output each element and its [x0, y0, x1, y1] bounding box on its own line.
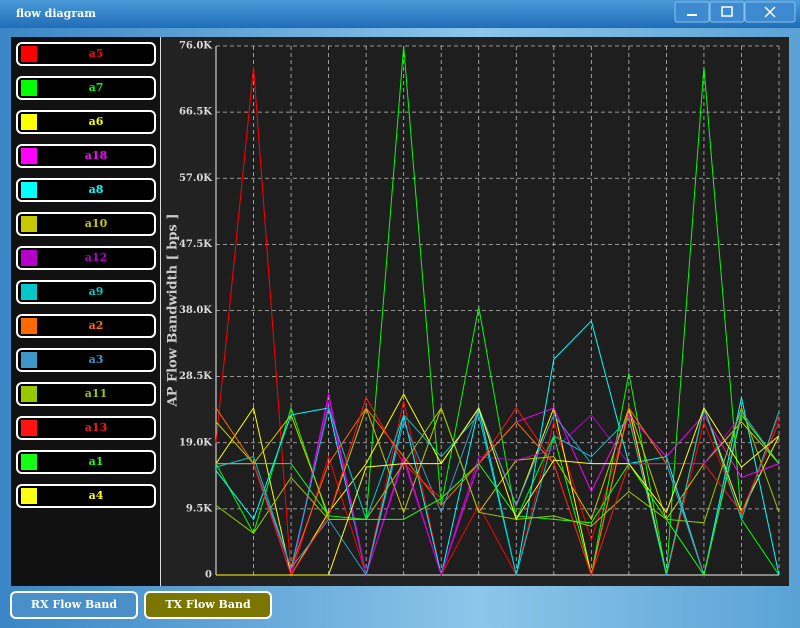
series-line — [216, 406, 780, 576]
y-tick-label: 9.5K — [186, 503, 212, 514]
legend-item — [16, 382, 156, 406]
legend-swatch — [21, 250, 37, 266]
legend-label: a2 — [89, 319, 104, 332]
legend-item — [16, 314, 156, 338]
series-line — [215, 319, 780, 577]
legend-label: a18 — [85, 149, 108, 162]
minimize-button[interactable] — [674, 1, 710, 23]
y-axis-label: AP Flow Bandwidth [ bps ] — [166, 214, 181, 408]
legend-swatch — [21, 284, 37, 300]
y-tick-label: 28.5K — [179, 371, 212, 382]
series-line — [216, 396, 780, 577]
legend-item — [16, 246, 156, 270]
legend-swatch — [21, 46, 37, 62]
series-line — [215, 406, 780, 534]
window-controls[interactable] — [674, 1, 796, 23]
y-tick-label: 47.5K — [179, 239, 212, 250]
legend-label: a4 — [89, 489, 104, 502]
y-tick-label: 0 — [205, 570, 212, 581]
legend-item — [16, 178, 156, 202]
legend-item — [16, 416, 156, 440]
legend-item — [16, 76, 156, 100]
series-line — [215, 45, 780, 576]
legend-item — [16, 110, 156, 134]
legend-label: a13 — [85, 421, 107, 434]
tab-button[interactable] — [144, 591, 272, 619]
legend-item — [16, 212, 156, 236]
maximize-button[interactable] — [709, 1, 745, 23]
legend-item — [16, 144, 156, 168]
title-bar — [0, 0, 800, 28]
legend-swatch — [21, 420, 37, 436]
legend-label: a6 — [89, 115, 104, 128]
legend-item — [16, 348, 156, 372]
legend-label: a1 — [89, 455, 104, 468]
legend-label: a3 — [89, 353, 104, 366]
legend-item — [16, 450, 156, 474]
legend-swatch — [21, 352, 37, 368]
tab-button-label[interactable]: TX Flow Band — [165, 598, 251, 611]
y-tick-label: 66.5K — [179, 107, 212, 118]
y-tick-label: 57.0K — [179, 173, 212, 184]
legend-swatch — [21, 80, 37, 96]
legend-swatch — [21, 386, 37, 402]
y-tick-label: 19.0K — [179, 437, 212, 448]
maximize-icon — [721, 6, 733, 17]
legend-label: a9 — [89, 285, 104, 298]
legend-item — [16, 42, 156, 66]
y-tick-label: 76.0K — [179, 41, 212, 52]
close-icon — [764, 6, 776, 18]
legend-label: a11 — [85, 387, 107, 400]
legend-item — [16, 484, 156, 508]
legend-swatch — [21, 454, 37, 470]
series-line — [216, 413, 780, 577]
legend-swatch — [21, 114, 37, 130]
legend-item — [16, 280, 156, 304]
legend-swatch — [21, 488, 37, 504]
legend-label: a7 — [89, 81, 104, 94]
tab-button-label[interactable]: RX Flow Band — [31, 598, 118, 611]
y-tick-label: 38.0K — [179, 305, 212, 316]
legend-swatch — [21, 216, 37, 232]
legend-label: a8 — [89, 183, 104, 196]
legend-label: a10 — [85, 217, 108, 230]
legend-swatch — [21, 318, 37, 334]
window-title: flow diagram — [16, 7, 96, 20]
legend-swatch — [21, 148, 37, 164]
series-line — [215, 406, 780, 576]
series-line — [216, 406, 780, 577]
tab-button[interactable] — [10, 591, 138, 619]
legend-label: a5 — [89, 47, 104, 60]
legend-swatch — [21, 182, 37, 198]
legend-label: a12 — [85, 251, 107, 264]
